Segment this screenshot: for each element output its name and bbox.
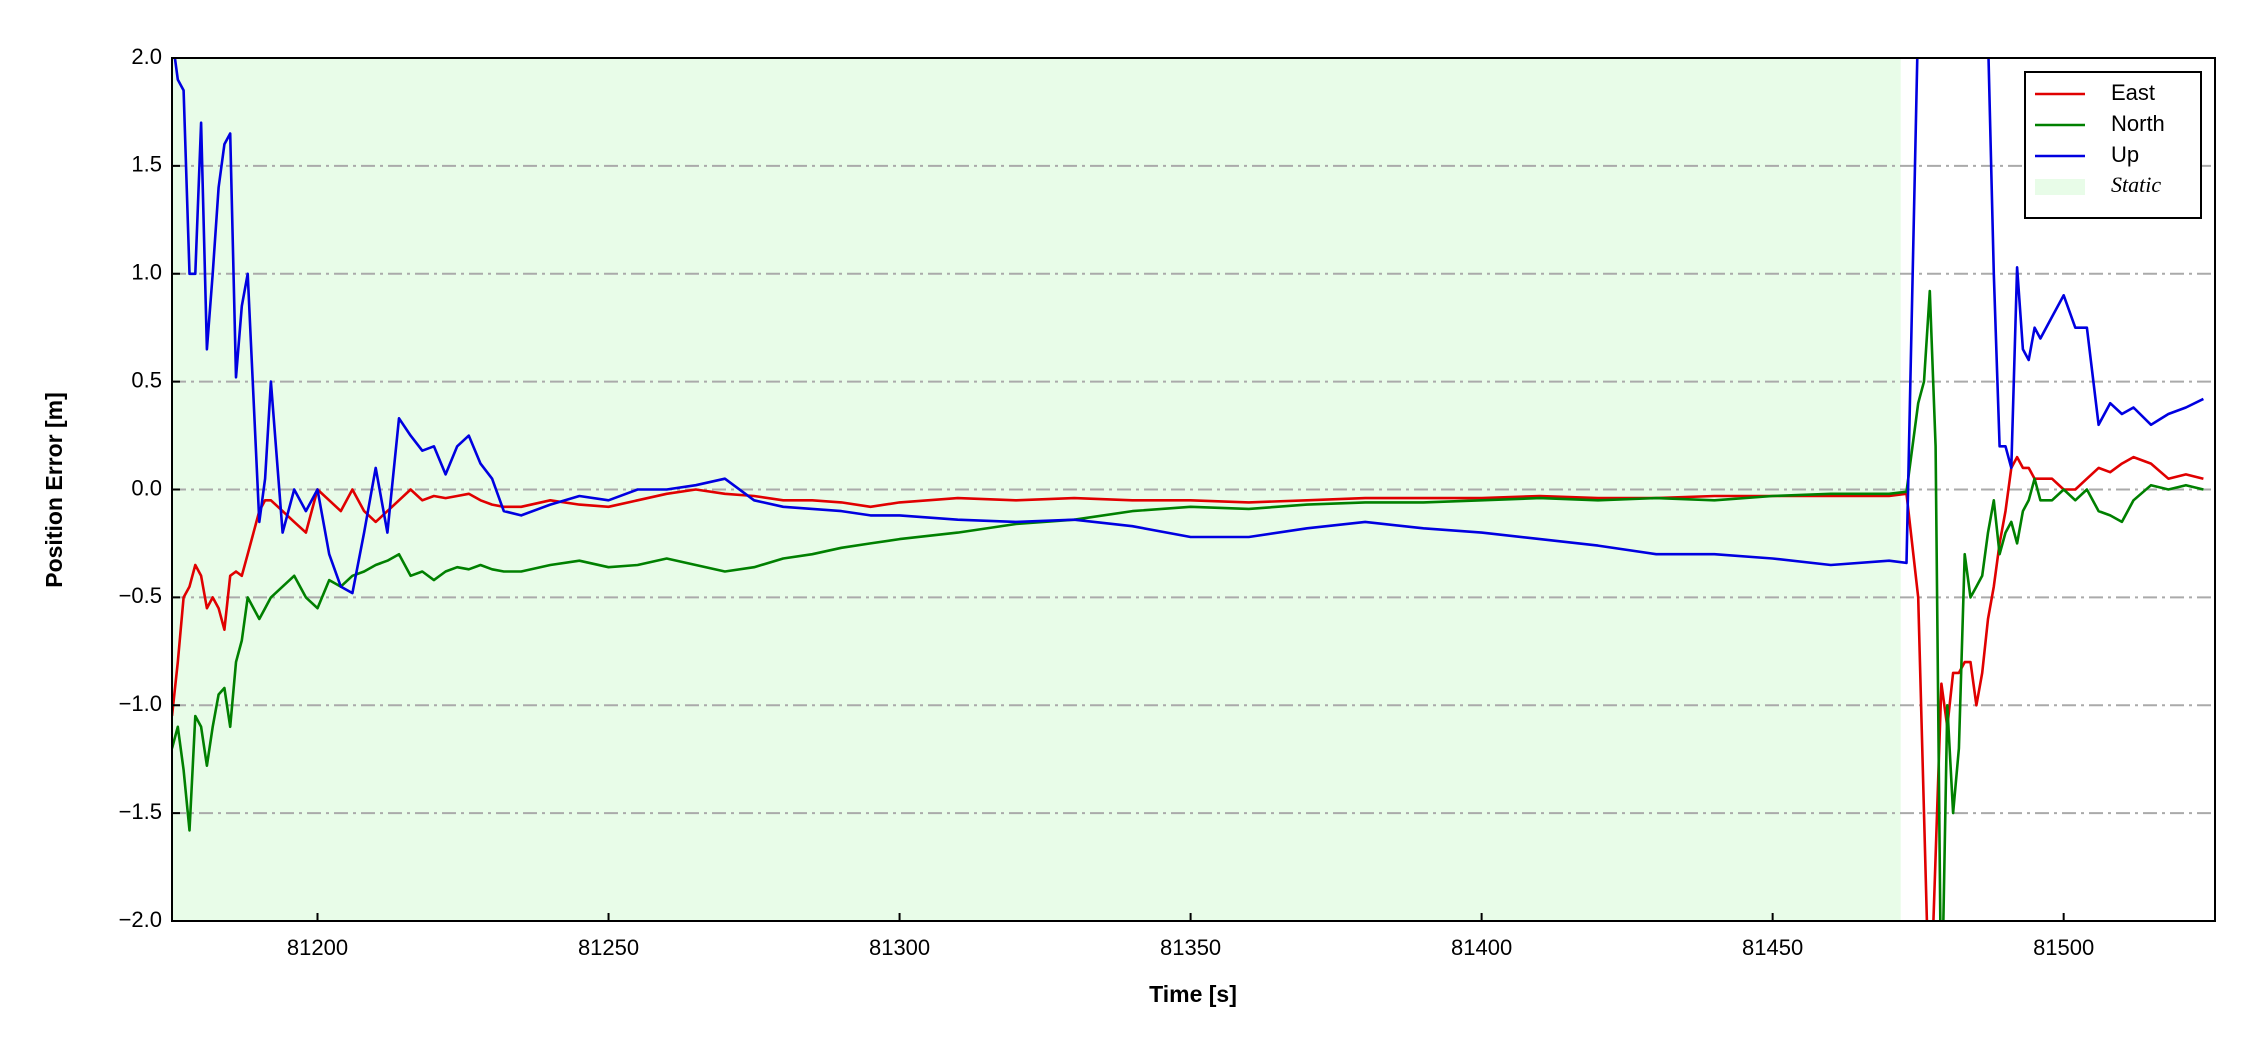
legend-label: Up [2111, 142, 2139, 167]
lines [172, 58, 2204, 921]
legend-label: North [2111, 111, 2165, 136]
y-tick-label: −2.0 [119, 907, 162, 932]
y-axis-label: Position Error [m] [41, 392, 67, 588]
y-tick-label: −0.5 [119, 583, 162, 608]
y-tick-label: 0.0 [131, 475, 162, 500]
x-tick-label: 81500 [2033, 935, 2094, 960]
x-tick-label: 81450 [1742, 935, 1803, 960]
series-line [173, 58, 2204, 595]
legend-label: East [2111, 80, 2155, 105]
y-tick-label: −1.5 [119, 799, 162, 824]
axes: −2.0 −1.5 −1.0 −0.5 0.0 0.5 1.0 1.5 2.0 81200 8125… [119, 44, 2095, 960]
y-tick-label: −1.0 [119, 691, 162, 716]
x-tick-label: 81300 [869, 935, 930, 960]
x-tick-label: 81400 [1451, 935, 1512, 960]
legend: East North Up Static [2024, 71, 2202, 219]
x-tick-label: 81350 [1160, 935, 1221, 960]
x-tick-label: 81200 [287, 935, 348, 960]
y-tick-label: 1.0 [131, 260, 162, 285]
series-line [172, 289, 2204, 921]
legend-swatch [2035, 179, 2085, 195]
x-axis-label: Time [s] [1149, 981, 1237, 1007]
y-tick-label: 0.5 [131, 367, 162, 392]
x-tick-label: 81250 [578, 935, 639, 960]
y-tick-label: 1.5 [131, 152, 162, 177]
legend-label: Static [2111, 172, 2161, 197]
y-tick-label: 2.0 [131, 44, 162, 69]
